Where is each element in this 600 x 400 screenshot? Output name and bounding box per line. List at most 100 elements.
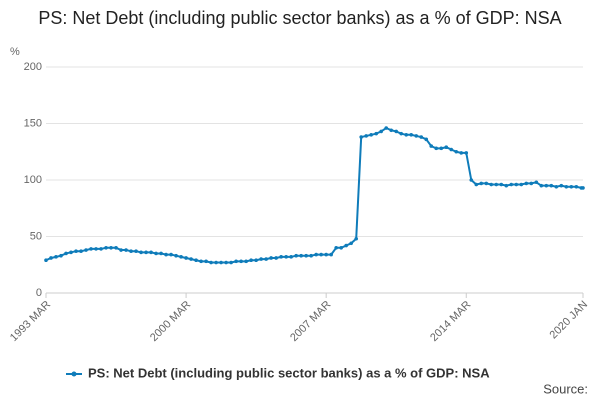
point (139, 250, 143, 255)
point (169, 252, 173, 257)
point (499, 182, 504, 187)
point (354, 236, 358, 241)
point (199, 259, 203, 264)
point (374, 131, 379, 136)
point (94, 247, 98, 251)
point (334, 246, 338, 250)
point (554, 184, 559, 189)
point (64, 251, 68, 256)
point (479, 181, 484, 186)
point (284, 255, 288, 259)
y-tick-label: 0 (36, 287, 42, 299)
chart-title: PS: Net Debt (including public sector ba… (38, 8, 562, 28)
point (259, 257, 263, 261)
point (349, 241, 353, 246)
point (79, 249, 83, 253)
point (114, 246, 118, 250)
x-tick-label: 2000 MAR (148, 299, 193, 344)
point (529, 181, 534, 186)
point (244, 259, 248, 264)
point (514, 182, 519, 187)
point (204, 259, 208, 264)
y-tick-label: 100 (24, 174, 42, 186)
point (544, 183, 549, 188)
point (339, 246, 343, 250)
y-axis-label: % (10, 46, 20, 58)
legend-marker (71, 371, 77, 377)
point (484, 181, 489, 186)
point (384, 126, 389, 130)
point (269, 256, 273, 260)
point (329, 252, 333, 257)
point (314, 252, 318, 257)
point (49, 256, 53, 260)
point (319, 252, 323, 257)
line (45, 126, 583, 264)
point (581, 186, 585, 190)
point (179, 255, 183, 259)
point (324, 252, 328, 257)
point (409, 133, 414, 137)
point (399, 131, 404, 136)
point (99, 247, 103, 251)
point (299, 253, 303, 258)
point (564, 184, 569, 189)
point (89, 247, 93, 251)
point (469, 178, 474, 182)
y-tick-label: 50 (30, 230, 42, 242)
source: Source: (543, 381, 588, 396)
point (389, 128, 394, 133)
legend-label: PS: Net Debt (including public sector ba… (88, 365, 490, 380)
point (59, 253, 63, 258)
point (104, 246, 108, 250)
point (194, 258, 198, 263)
point (254, 258, 258, 263)
point (74, 249, 78, 253)
point (174, 253, 178, 258)
point (344, 243, 348, 248)
point (549, 183, 554, 188)
point (134, 249, 138, 253)
point (224, 260, 228, 265)
x-tick-label: 1993 MAR (8, 299, 53, 344)
point (289, 255, 293, 259)
point (359, 135, 363, 139)
point (429, 144, 434, 148)
point (574, 184, 579, 189)
point (154, 251, 158, 256)
point (184, 256, 188, 260)
point (219, 260, 223, 265)
point (509, 182, 514, 187)
point (434, 146, 439, 151)
point (214, 260, 218, 265)
point (459, 151, 464, 155)
y-tick-label: 150 (24, 117, 42, 129)
point (124, 248, 128, 252)
point (159, 251, 163, 256)
point (54, 255, 58, 259)
point (69, 250, 73, 255)
point (164, 252, 168, 257)
x-tick-label: 2007 MAR (288, 299, 333, 344)
point (279, 255, 283, 259)
point (149, 250, 153, 255)
point (444, 145, 449, 150)
point (569, 184, 574, 189)
point (304, 253, 308, 258)
point (249, 258, 253, 263)
point (239, 259, 243, 264)
point (474, 182, 479, 187)
point (234, 259, 238, 264)
point (189, 257, 193, 261)
point (419, 135, 424, 139)
point (449, 147, 454, 152)
point (504, 183, 509, 188)
point (44, 258, 48, 263)
point (229, 260, 233, 265)
point (84, 248, 88, 252)
point (414, 134, 419, 138)
point (379, 129, 384, 134)
point (394, 129, 399, 134)
point (494, 182, 499, 187)
point (264, 257, 268, 261)
